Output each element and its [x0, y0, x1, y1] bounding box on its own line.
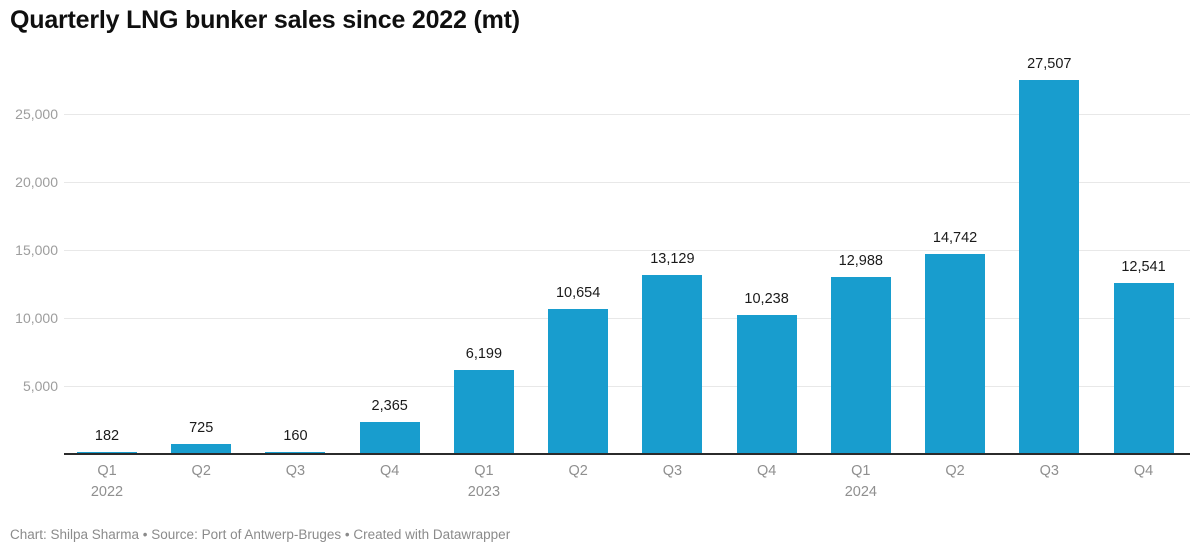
x-axis-tick-label: Q3	[662, 463, 683, 479]
x-axis-tick-label: Q4	[1133, 463, 1154, 479]
bar	[642, 275, 703, 454]
x-axis-line	[64, 453, 1190, 455]
bar-value-label: 10,238	[744, 290, 789, 307]
bar	[548, 309, 609, 454]
x-axis-year-label: 2022	[90, 484, 124, 500]
y-axis-tick-label: 10,000	[15, 310, 58, 326]
x-axis-tick-label: Q4	[756, 463, 777, 479]
chart-title: Quarterly LNG bunker sales since 2022 (m…	[10, 6, 520, 34]
bar-value-label: 12,541	[1121, 259, 1166, 276]
bar	[1113, 283, 1174, 454]
bar	[359, 421, 420, 454]
y-gridline	[64, 113, 1190, 115]
bar-value-label: 27,507	[1027, 55, 1072, 72]
bar	[171, 444, 232, 454]
y-gridline	[64, 249, 1190, 251]
bar-value-label: 725	[189, 420, 214, 437]
x-axis-tick-label: Q3	[1039, 463, 1059, 479]
bar-value-label: 12,988	[838, 253, 883, 270]
y-axis-tick-label: 15,000	[15, 242, 58, 258]
bar-value-label: 6,199	[465, 345, 503, 362]
x-axis-year-label: 2023	[467, 484, 501, 500]
bar-value-label: 13,129	[650, 251, 695, 268]
x-axis-year-label: 2024	[844, 484, 877, 500]
x-axis-tick-label: Q2	[568, 463, 588, 479]
bar-value-label: 182	[94, 427, 120, 444]
x-axis-tick-label: Q1	[851, 463, 871, 479]
bar	[736, 314, 797, 454]
y-gridline	[64, 181, 1190, 183]
y-gridline	[64, 385, 1190, 387]
x-axis-tick-label: Q2	[191, 463, 211, 479]
bar	[830, 277, 891, 454]
bar	[77, 451, 137, 454]
bar-value-label: 10,654	[555, 285, 601, 302]
bar	[265, 451, 326, 454]
x-axis-tick-label: Q2	[945, 463, 965, 479]
x-axis-tick-label: Q4	[380, 463, 400, 479]
x-axis-tick-label: Q3	[285, 463, 306, 479]
y-axis-tick-label: 20,000	[15, 174, 58, 190]
bar	[453, 369, 514, 454]
y-axis-tick-label: 5,000	[22, 378, 58, 394]
x-axis-tick-label: Q1	[474, 463, 494, 479]
x-axis-tick-label: Q1	[97, 463, 117, 479]
y-gridline	[64, 317, 1190, 319]
bar	[1019, 79, 1080, 454]
bar-value-label: 2,365	[371, 397, 408, 414]
bar-value-label: 160	[283, 427, 308, 444]
bar	[925, 253, 986, 454]
chart-footer-attribution: Chart: Shilpa Sharma • Source: Port of A…	[10, 527, 511, 542]
bar-value-label: 14,742	[932, 229, 978, 246]
y-axis-tick-label: 25,000	[15, 106, 58, 122]
